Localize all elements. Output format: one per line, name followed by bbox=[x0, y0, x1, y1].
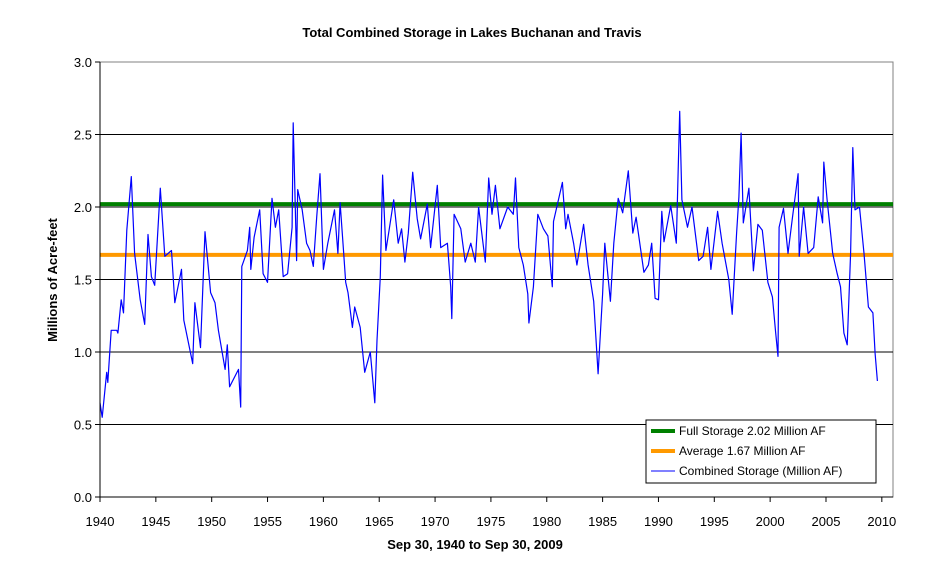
y-tick-label: 2.5 bbox=[74, 128, 92, 143]
combined-storage-line bbox=[99, 110, 878, 418]
y-tick-label: 1.5 bbox=[74, 273, 92, 288]
x-tick-label: 1990 bbox=[644, 514, 673, 529]
x-tick-label: 1950 bbox=[197, 514, 226, 529]
y-tick-label: 0.0 bbox=[74, 490, 92, 505]
x-tick-label: 1995 bbox=[700, 514, 729, 529]
legend: Full Storage 2.02 Million AF Average 1.6… bbox=[645, 419, 877, 484]
x-tick-label: 2010 bbox=[867, 514, 896, 529]
x-tick-label: 1940 bbox=[86, 514, 115, 529]
axes: 0.0 0.5 1.0 1.5 2.0 2.5 3.0 1940 1945 1950 1955 196… bbox=[74, 55, 896, 529]
legend-box bbox=[645, 419, 877, 484]
chart-title: Total Combined Storage in Lakes Buchanan… bbox=[302, 25, 641, 40]
x-tick-label: 2005 bbox=[812, 514, 841, 529]
x-tick-label: 1960 bbox=[309, 514, 338, 529]
x-tick-label: 1955 bbox=[253, 514, 282, 529]
legend-label-full-storage: Full Storage 2.02 Million AF bbox=[679, 424, 826, 438]
x-tick-label: 1945 bbox=[141, 514, 170, 529]
y-axis-label: Millions of Acre-feet bbox=[45, 217, 60, 341]
x-tick-label: 1975 bbox=[476, 514, 505, 529]
x-tick-label: 1970 bbox=[421, 514, 450, 529]
legend-label-combined-storage: Combined Storage (Million AF) bbox=[679, 464, 842, 478]
y-tick-label: 2.0 bbox=[74, 200, 92, 215]
legend-label-average: Average 1.67 Million AF bbox=[679, 444, 806, 458]
y-tick-label: 3.0 bbox=[74, 55, 92, 70]
x-tick-label: 2000 bbox=[756, 514, 785, 529]
y-tick-label: 0.5 bbox=[74, 418, 92, 433]
y-tick-label: 1.0 bbox=[74, 345, 92, 360]
reference-lines bbox=[100, 202, 893, 257]
x-tick-label: 1980 bbox=[532, 514, 561, 529]
x-axis-label: Sep 30, 1940 to Sep 30, 2009 bbox=[387, 537, 563, 552]
x-tick-label: 1965 bbox=[365, 514, 394, 529]
series-layer bbox=[99, 110, 878, 418]
x-tick-label: 1985 bbox=[588, 514, 617, 529]
